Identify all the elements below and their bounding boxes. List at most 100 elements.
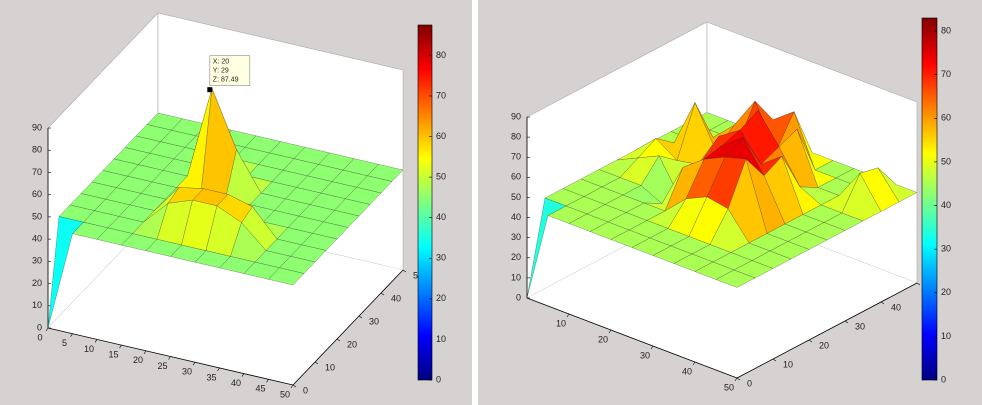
x-tick-label: 15 [108, 349, 118, 359]
y-tick-label: 10 [325, 362, 335, 372]
y-tick [402, 269, 407, 273]
x-tick [734, 377, 738, 382]
x-tick-label: 20 [133, 355, 143, 365]
z-tick-label: 40 [32, 233, 42, 243]
colorbar-tick-label: 70 [436, 90, 446, 100]
x-tick [566, 313, 570, 318]
x-tick [266, 379, 269, 383]
y-tick-label: 20 [347, 339, 357, 349]
x-tick-label: 20 [598, 334, 608, 344]
datatip-label: Y: 29 [213, 68, 229, 75]
colorbar-tick-label: 80 [941, 25, 951, 35]
z-tick-label: 0 [37, 322, 42, 332]
x-tick [692, 361, 696, 366]
x-tick [119, 344, 122, 349]
datatip-box [209, 55, 251, 86]
z-tick-label: 70 [32, 167, 42, 177]
x-tick-label: 50 [724, 382, 734, 392]
x-tick-label: 35 [206, 372, 216, 382]
x-tick [241, 373, 245, 377]
z-tick-label: 30 [32, 256, 42, 266]
y-tick [336, 338, 341, 342]
x-tick-label: 10 [556, 318, 566, 328]
y-tick [314, 361, 319, 365]
colorbar-tick-label: 60 [941, 113, 951, 123]
x-tick [70, 333, 73, 337]
z-tick-label: 30 [511, 232, 521, 242]
z-tick-label: 0 [516, 292, 521, 302]
y-tick [292, 384, 297, 388]
y-tick-label: 40 [891, 302, 901, 312]
colorbar [417, 24, 433, 381]
y-tick [916, 282, 921, 286]
colorbar-tick-label: 0 [941, 374, 946, 384]
x-tick-label: 30 [182, 367, 192, 377]
x-tick [143, 350, 147, 354]
colorbar-tick-label: 0 [436, 374, 441, 384]
colorbar [921, 17, 938, 381]
x-tick-label: 0 [37, 332, 42, 342]
x-tick-label: 40 [231, 378, 241, 388]
x-tick [45, 327, 49, 332]
x-tick [94, 339, 98, 343]
datatip-marker [207, 87, 213, 93]
y-tick-label: 30 [855, 321, 865, 331]
colorbar-tick-label: 20 [436, 293, 446, 303]
y-tick-label: 0 [747, 378, 752, 388]
y-tick [358, 315, 363, 319]
x-tick [608, 329, 612, 334]
x-tick-label: 45 [255, 384, 265, 394]
datatip-label: Z: 87.49 [213, 77, 239, 84]
x-tick [217, 367, 220, 372]
z-tick-label: 60 [511, 172, 521, 182]
y-tick [772, 358, 777, 362]
y-tick-label: 0 [303, 385, 308, 395]
x-tick-label: 50 [280, 389, 290, 399]
z-tick-label: 10 [32, 300, 42, 310]
x-tick-label: 30 [640, 350, 650, 360]
surface-cell [715, 269, 756, 288]
y-tick [808, 339, 813, 343]
x-tick-label: 10 [84, 344, 94, 354]
z-tick-label: 90 [511, 111, 521, 121]
colorbar-tick-label: 30 [941, 244, 951, 254]
colorbar-tick-label: 20 [941, 287, 951, 297]
z-tick-label: 40 [511, 212, 521, 222]
colorbar-tick-label: 50 [436, 171, 446, 181]
colorbar-tick-label: 40 [941, 200, 951, 210]
colorbar-tick-label: 60 [436, 131, 446, 141]
colorbar-tick-label: 30 [436, 253, 446, 263]
z-tick-label: 70 [511, 152, 521, 162]
axis-line [292, 269, 404, 386]
colorbar-tick-label: 80 [436, 50, 446, 60]
z-tick-label: 20 [32, 278, 42, 288]
y-tick [880, 301, 885, 305]
x-tick-label: 25 [157, 361, 167, 371]
x-tick [168, 356, 171, 360]
y-tick-label: 20 [819, 340, 829, 350]
x-tick [192, 362, 196, 366]
y-tick-label: 30 [369, 316, 379, 326]
z-tick-label: 80 [32, 145, 42, 155]
y-tick-label: 40 [391, 293, 401, 303]
z-tick-label: 90 [32, 122, 42, 132]
axis-line [736, 282, 918, 379]
x-tick-label: 5 [62, 338, 67, 348]
z-tick-label: 50 [32, 211, 42, 221]
z-tick-label: 60 [32, 189, 42, 199]
colorbar-tick-label: 10 [436, 334, 446, 344]
z-tick-label: 50 [511, 192, 521, 202]
x-tick [650, 345, 654, 350]
y-tick-label: 10 [783, 359, 793, 369]
colorbar-tick-label: 50 [941, 156, 951, 166]
datatip-label: X: 20 [213, 59, 229, 66]
colorbar-tick-label: 40 [436, 212, 446, 222]
axes [526, 21, 921, 382]
colorbar-tick-label: 10 [941, 331, 951, 341]
y-tick [736, 377, 741, 381]
colorbar-tick-label: 70 [941, 69, 951, 79]
x-tick [290, 384, 294, 389]
x-tick-label: 40 [682, 366, 692, 376]
axis-line [526, 297, 738, 379]
